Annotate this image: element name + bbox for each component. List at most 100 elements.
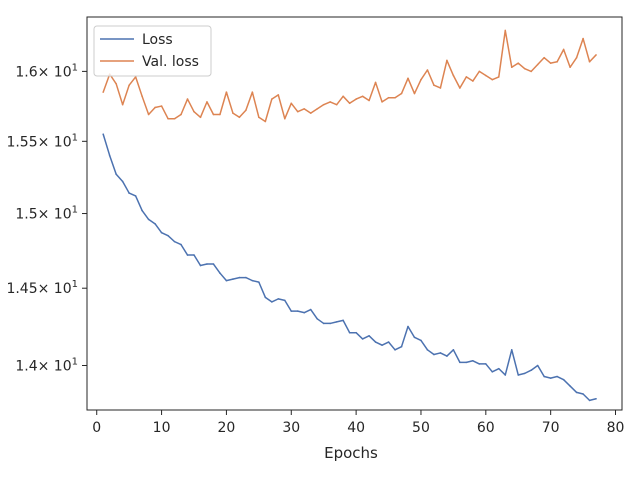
x-tick-label: 50: [412, 420, 430, 436]
data-point: [290, 310, 293, 312]
data-point: [504, 374, 507, 376]
data-point: [459, 87, 461, 89]
data-point: [465, 76, 468, 78]
data-point: [309, 112, 312, 114]
data-point: [491, 78, 494, 81]
data-point: [536, 364, 539, 367]
data-point: [426, 69, 429, 71]
data-point: [569, 385, 571, 387]
data-point: [387, 96, 390, 99]
y-axis-ticks: 1.4× 101 1.45× 101 1.5× 101 1.55× 101 1.6× 1…: [6, 62, 87, 375]
data-point: [549, 62, 552, 64]
data-point: [303, 108, 306, 110]
data-point: [459, 361, 461, 364]
data-point: [374, 81, 377, 84]
plot-frame: [86, 16, 623, 411]
data-point: [225, 91, 228, 93]
data-point: [277, 94, 280, 96]
data-point: [556, 375, 558, 378]
data-point: [381, 344, 383, 346]
data-point: [212, 263, 215, 265]
data-point: [264, 120, 267, 123]
data-point: [497, 367, 500, 370]
data-point: [472, 359, 474, 362]
data-point: [167, 234, 169, 237]
data-point: [316, 108, 319, 110]
data-point: [193, 254, 195, 256]
y-tick-label: 1.4× 101: [15, 357, 78, 375]
data-point: [342, 95, 344, 98]
data-point: [173, 117, 176, 120]
data-point: [186, 254, 189, 256]
data-point: [225, 279, 228, 282]
data-point: [413, 336, 416, 339]
data-point: [575, 56, 578, 59]
series-loss: [102, 133, 597, 402]
data-point: [206, 101, 208, 103]
data-point: [245, 276, 247, 279]
data-point: [420, 78, 422, 81]
data-point: [264, 296, 267, 299]
data-point: [510, 349, 513, 351]
data-point: [219, 272, 221, 274]
data-point: [523, 67, 526, 70]
y-tick-label: 1.5× 101: [15, 205, 78, 223]
data-point: [575, 391, 578, 394]
data-point: [588, 399, 591, 402]
data-point: [439, 87, 442, 89]
data-point: [420, 339, 422, 342]
data-point: [283, 117, 286, 120]
data-point: [543, 56, 545, 59]
data-point: [582, 393, 584, 395]
data-point: [303, 311, 306, 314]
data-point: [368, 335, 370, 337]
data-point: [128, 84, 130, 86]
x-tick-label: 60: [477, 420, 495, 436]
data-point: [173, 240, 176, 243]
y-tick-label: 1.55× 101: [6, 132, 78, 150]
data-point: [219, 113, 221, 116]
data-point: [296, 110, 299, 113]
data-point: [588, 60, 591, 63]
data-point: [556, 60, 558, 63]
data-point: [361, 338, 364, 340]
x-tick-label: 20: [218, 420, 236, 436]
data-point: [439, 352, 442, 354]
data-point: [316, 318, 319, 320]
data-point: [322, 322, 325, 325]
data-point: [141, 209, 143, 212]
data-point: [245, 109, 247, 112]
data-point: [167, 117, 169, 120]
data-point: [387, 341, 390, 343]
data-point: [206, 263, 208, 265]
data-point: [400, 345, 403, 348]
data-point: [160, 231, 163, 234]
plot-background: [87, 17, 622, 410]
data-point: [426, 349, 429, 351]
data-point: [329, 322, 331, 325]
data-point: [154, 106, 156, 109]
data-point: [180, 243, 182, 246]
data-point: [160, 105, 163, 107]
data-point: [134, 195, 137, 197]
data-point: [407, 325, 409, 328]
data-point: [595, 54, 597, 56]
data-point: [485, 363, 487, 365]
x-tick-label: 40: [347, 420, 365, 436]
x-tick-label: 80: [607, 420, 625, 436]
legend-label: Val. loss: [142, 54, 199, 70]
data-point: [232, 278, 234, 280]
data-point: [562, 378, 565, 381]
data-point: [549, 377, 552, 379]
data-point: [446, 59, 448, 62]
data-point: [335, 321, 338, 323]
data-point: [283, 299, 286, 302]
data-point: [394, 96, 396, 99]
data-point: [154, 223, 156, 225]
x-tick-label: 10: [153, 420, 171, 436]
y-tick-label: 1.45× 101: [6, 279, 78, 297]
data-point: [394, 349, 396, 351]
data-point: [199, 116, 202, 119]
data-point: [348, 102, 351, 105]
data-point: [232, 112, 234, 114]
